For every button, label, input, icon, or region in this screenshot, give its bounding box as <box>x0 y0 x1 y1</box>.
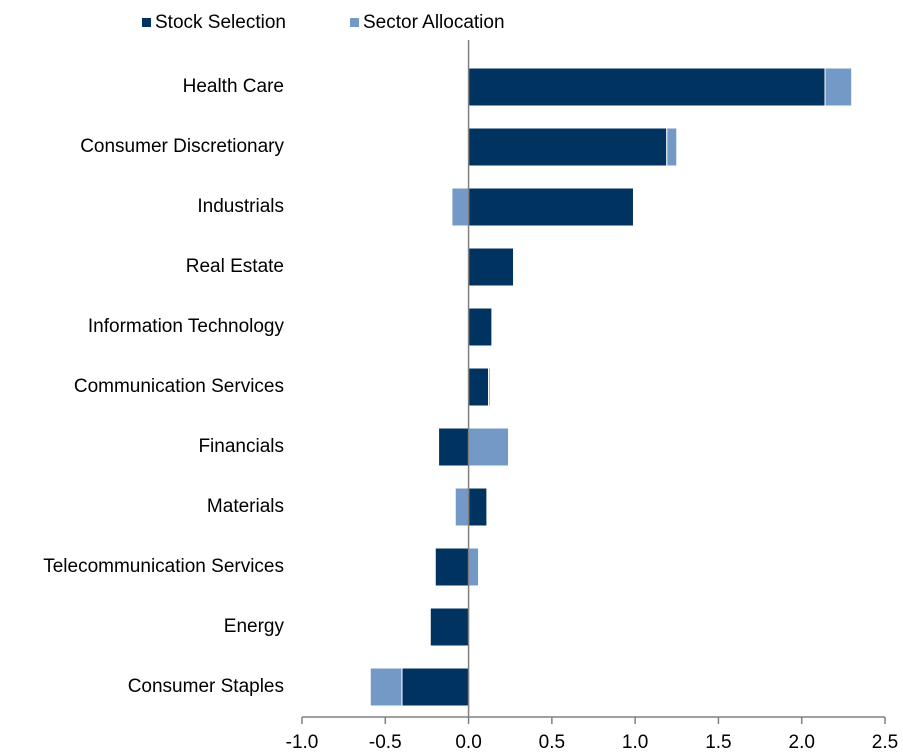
bar <box>468 367 490 407</box>
y-tick-label: Real Estate <box>186 256 284 277</box>
bar <box>468 307 493 347</box>
x-tick-label: -1.0 <box>286 732 319 753</box>
bar <box>451 187 470 227</box>
bar <box>468 187 634 227</box>
bar <box>824 67 853 107</box>
y-tick-label: Consumer Staples <box>128 676 284 697</box>
legend-swatch <box>142 18 151 27</box>
x-tick-label: 1.5 <box>705 732 731 753</box>
y-tick-label: Financials <box>198 436 284 457</box>
bar <box>438 427 470 467</box>
bar <box>468 547 480 587</box>
y-tick-label: Consumer Discretionary <box>80 136 284 157</box>
legend-label: Stock Selection <box>155 12 286 33</box>
bar <box>429 607 470 647</box>
y-tick-label: Energy <box>224 616 285 637</box>
x-tick-label: 0.5 <box>539 732 565 753</box>
y-tick-label: Communication Services <box>74 376 284 397</box>
bar <box>468 127 668 167</box>
y-tick-label: Health Care <box>183 76 284 97</box>
bar <box>434 547 470 587</box>
bar <box>666 127 678 167</box>
bar <box>369 667 403 707</box>
y-tick-label: Materials <box>207 496 284 517</box>
legend-label: Sector Allocation <box>363 12 505 33</box>
bar <box>468 247 515 287</box>
bar <box>454 487 470 527</box>
bar <box>468 487 488 527</box>
bar <box>488 367 491 407</box>
y-tick-label: Telecommunication Services <box>43 556 284 577</box>
x-tick-label: -0.5 <box>369 732 402 753</box>
y-tick-label: Industrials <box>197 196 284 217</box>
legend-swatch <box>350 18 359 27</box>
x-tick-label: 1.0 <box>622 732 648 753</box>
y-tick-label: Information Technology <box>88 316 285 337</box>
bar <box>468 67 826 107</box>
bar <box>468 427 510 467</box>
x-tick-label: 2.5 <box>872 732 898 753</box>
x-tick-label: 2.0 <box>789 732 815 753</box>
x-tick-label: 0.0 <box>455 732 481 753</box>
bar <box>401 667 470 707</box>
